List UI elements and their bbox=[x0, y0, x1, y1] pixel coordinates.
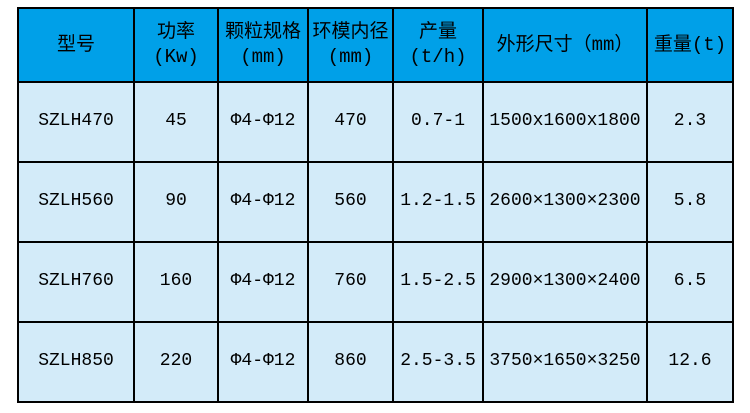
column-header-power: 功率(Kw) bbox=[133, 7, 219, 83]
table-row: SZLH760 160 Φ4-Φ12 760 1.5-2.5 2900×1300… bbox=[17, 241, 734, 323]
cell-dimensions: 2900×1300×2400 bbox=[482, 241, 648, 323]
column-header-pellet-size: 颗粒规格 (mm) bbox=[217, 7, 309, 83]
cell-output: 2.5-3.5 bbox=[392, 321, 484, 403]
cell-output: 0.7-1 bbox=[392, 81, 484, 163]
column-header-output: 产量(t/h) bbox=[392, 7, 484, 83]
cell-pellet-size: Φ4-Φ12 bbox=[217, 81, 309, 163]
cell-output: 1.2-1.5 bbox=[392, 161, 484, 243]
cell-dimensions: 2600×1300×2300 bbox=[482, 161, 648, 243]
cell-die-inner-diameter: 560 bbox=[307, 161, 394, 243]
cell-die-inner-diameter: 470 bbox=[307, 81, 394, 163]
cell-model: SZLH560 bbox=[17, 161, 135, 243]
cell-die-inner-diameter: 860 bbox=[307, 321, 394, 403]
cell-pellet-size: Φ4-Φ12 bbox=[217, 161, 309, 243]
column-header-die-inner-diameter: 环模内径 (mm) bbox=[307, 7, 394, 83]
cell-model: SZLH850 bbox=[17, 321, 135, 403]
cell-weight: 5.8 bbox=[646, 161, 734, 243]
cell-weight: 12.6 bbox=[646, 321, 734, 403]
cell-power: 45 bbox=[133, 81, 219, 163]
cell-die-inner-diameter: 760 bbox=[307, 241, 394, 323]
table-row: SZLH470 45 Φ4-Φ12 470 0.7-1 1500x1600x18… bbox=[17, 81, 734, 163]
cell-pellet-size: Φ4-Φ12 bbox=[217, 241, 309, 323]
cell-weight: 6.5 bbox=[646, 241, 734, 323]
cell-power: 220 bbox=[133, 321, 219, 403]
table-row: SZLH560 90 Φ4-Φ12 560 1.2-1.5 2600×1300×… bbox=[17, 161, 734, 243]
cell-weight: 2.3 bbox=[646, 81, 734, 163]
column-header-model: 型号 bbox=[17, 7, 135, 83]
cell-model: SZLH760 bbox=[17, 241, 135, 323]
table-header-row: 型号 功率(Kw) 颗粒规格 (mm) 环模内径 (mm) 产量(t/h) 外形… bbox=[17, 7, 734, 83]
cell-power: 90 bbox=[133, 161, 219, 243]
cell-power: 160 bbox=[133, 241, 219, 323]
cell-model: SZLH470 bbox=[17, 81, 135, 163]
column-header-dimensions: 外形尺寸（mm） bbox=[482, 7, 648, 83]
column-header-weight: 重量(t) bbox=[646, 7, 734, 83]
table-row: SZLH850 220 Φ4-Φ12 860 2.5-3.5 3750×1650… bbox=[17, 321, 734, 403]
cell-dimensions: 1500x1600x1800 bbox=[482, 81, 648, 163]
product-spec-table: 型号 功率(Kw) 颗粒规格 (mm) 环模内径 (mm) 产量(t/h) 外形… bbox=[17, 7, 734, 403]
cell-dimensions: 3750×1650×3250 bbox=[482, 321, 648, 403]
cell-output: 1.5-2.5 bbox=[392, 241, 484, 323]
cell-pellet-size: Φ4-Φ12 bbox=[217, 321, 309, 403]
